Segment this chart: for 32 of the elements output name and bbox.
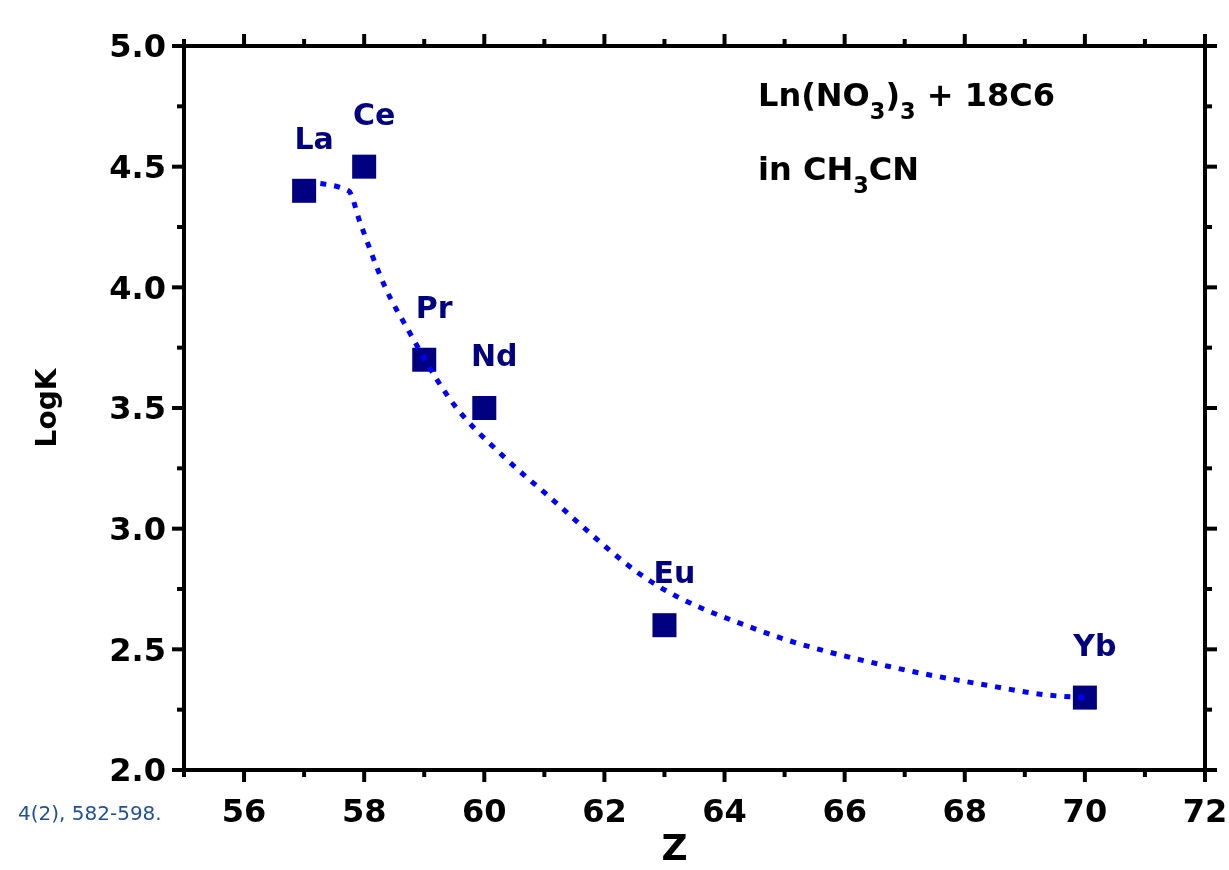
y-axis-title: LogK — [30, 367, 63, 448]
x-tick-label: 70 — [1062, 792, 1108, 830]
x-tick-label: 60 — [462, 792, 507, 830]
point — [652, 613, 677, 638]
x-axis-title: Z — [661, 827, 688, 868]
annotation: Nd — [471, 338, 518, 373]
y-tick-label: 5.0 — [109, 27, 166, 66]
y-tick-label: 3.5 — [109, 389, 166, 428]
annotation: Eu — [653, 555, 696, 591]
y-tick-label: 2.5 — [109, 630, 166, 669]
x-tick-label: 62 — [582, 792, 627, 830]
x-tick-label: 58 — [341, 792, 387, 830]
point — [352, 154, 377, 179]
x-tick-label: 56 — [221, 792, 267, 830]
annotation: Ce — [352, 96, 396, 132]
y-tick-label: 2.0 — [109, 751, 166, 790]
annotation: in CH$_{3}$CN — [758, 150, 920, 198]
y-tick-label: 3.0 — [109, 509, 166, 548]
point — [292, 178, 317, 203]
x-tick-label: 72 — [1182, 792, 1228, 830]
text: 4(2), 582-598. — [18, 801, 162, 825]
annotation: Yb — [1072, 627, 1117, 663]
x-tick-label: 66 — [822, 792, 867, 830]
annotation: La — [294, 120, 334, 156]
x-tick-label: 64 — [702, 792, 747, 830]
annotation: Ln(NO$_{3}$)$_{3}$ + 18C6 — [758, 76, 1055, 124]
annotation: Pr — [415, 289, 453, 325]
x-tick-label: 68 — [942, 792, 988, 830]
point — [1072, 685, 1097, 710]
point — [472, 396, 497, 420]
y-tick-label: 4.5 — [109, 147, 166, 186]
y-tick-label: 4.0 — [109, 268, 166, 307]
